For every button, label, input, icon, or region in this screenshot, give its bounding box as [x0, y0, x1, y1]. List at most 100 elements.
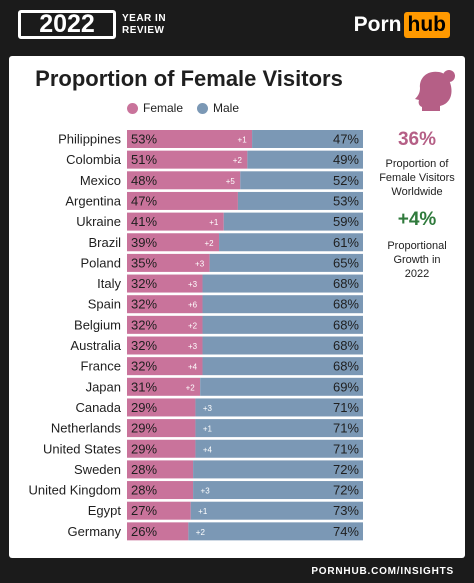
female-value-label: 35% — [131, 255, 157, 270]
male-value-label: 52% — [333, 173, 359, 188]
male-value-label: 72% — [333, 462, 359, 477]
female-bar — [127, 130, 253, 148]
female-value-label: 29% — [131, 400, 157, 415]
category-label: Italy — [97, 276, 121, 291]
male-bar — [193, 481, 363, 500]
change-label: +1 — [238, 136, 248, 145]
change-label: +6 — [188, 301, 198, 310]
male-bar — [193, 460, 363, 479]
category-label: Poland — [81, 255, 121, 270]
brand-logo-part1: Porn — [353, 13, 402, 36]
male-bar — [200, 377, 363, 396]
stat-growth: +4% — [369, 209, 465, 231]
legend-item-male: Male — [197, 101, 239, 115]
stat-growth-line2: Growth in — [393, 254, 441, 266]
change-label: +3 — [203, 404, 213, 413]
female-value-label: 32% — [131, 338, 157, 353]
female-bar — [127, 150, 248, 169]
change-label: +1 — [209, 218, 219, 227]
female-profile-icon — [415, 70, 455, 111]
male-value-label: 72% — [333, 483, 359, 498]
category-label: Germany — [68, 524, 122, 539]
female-value-label: 26% — [131, 524, 157, 539]
bar-chart: Philippines 53% 47% +1 Colombia 51% 49% +2 Mexic… — [29, 130, 363, 541]
female-bar — [127, 398, 196, 417]
legend-swatch-female — [127, 102, 138, 114]
change-label: +3 — [201, 487, 211, 496]
female-value-label: 29% — [131, 421, 157, 436]
male-value-label: 53% — [333, 193, 359, 208]
female-bar — [127, 522, 189, 541]
male-value-label: 73% — [333, 503, 359, 518]
female-value-label: 39% — [131, 235, 157, 250]
female-value-label: 48% — [131, 173, 157, 188]
change-label: +3 — [188, 342, 198, 351]
male-value-label: 47% — [333, 132, 359, 147]
footer-url: PORNHUB.COM/INSIGHTS — [311, 566, 454, 577]
brand-logo-part2: hub — [403, 12, 450, 38]
change-label: +1 — [198, 507, 208, 516]
male-value-label: 68% — [333, 317, 359, 332]
female-bar — [127, 233, 220, 252]
change-label: +5 — [226, 177, 236, 186]
male-value-label: 49% — [333, 152, 359, 167]
category-label: Belgium — [74, 317, 121, 332]
female-bar — [127, 315, 203, 334]
stat-female-value: 36% — [397, 129, 437, 150]
female-bar — [127, 171, 241, 190]
female-bar — [127, 336, 203, 355]
chart-legend: Female Male — [127, 101, 253, 115]
category-label: Sweden — [74, 462, 121, 477]
male-value-label: 71% — [333, 400, 359, 415]
category-label: United States — [43, 441, 122, 456]
chart-card: Proportion of Female Visitors Female Mal… — [9, 56, 465, 558]
category-label: Argentina — [65, 193, 121, 208]
header: 2022 YEAR IN REVIEW Porn hub — [0, 0, 474, 56]
male-value-label: 61% — [333, 235, 359, 250]
legend-label-male: Male — [213, 101, 240, 115]
male-bar — [202, 315, 363, 334]
chart-title: Proportion of Female Visitors — [35, 66, 343, 91]
legend-swatch-male — [197, 102, 209, 114]
female-bar — [127, 295, 203, 314]
female-bar — [127, 191, 238, 210]
male-value-label: 74% — [333, 524, 359, 539]
female-bar — [127, 419, 196, 438]
change-label: +2 — [196, 528, 206, 537]
female-bar — [127, 377, 201, 396]
male-value-label: 68% — [333, 338, 359, 353]
female-value-label: 27% — [131, 503, 157, 518]
change-label: +2 — [204, 239, 214, 248]
category-label: Brazil — [88, 235, 121, 250]
change-label: +2 — [188, 321, 198, 330]
male-bar — [237, 191, 363, 210]
stat-female-line1: Proportion of — [385, 158, 449, 170]
review-label: REVIEW — [122, 25, 165, 36]
change-label: +3 — [195, 259, 205, 268]
category-label: France — [81, 359, 121, 374]
female-bar — [127, 274, 203, 293]
female-value-label: 53% — [131, 132, 157, 147]
category-label: Netherlands — [51, 421, 122, 436]
category-label: United Kingdom — [29, 483, 122, 498]
male-bar — [202, 274, 363, 293]
female-bar — [127, 439, 196, 458]
category-label: Ukraine — [76, 214, 121, 229]
female-value-label: 47% — [131, 193, 157, 208]
male-bar — [209, 253, 363, 272]
male-value-label: 69% — [333, 379, 359, 394]
female-value-label: 51% — [131, 152, 157, 167]
category-label: Philippines — [58, 132, 121, 147]
female-bar — [127, 357, 203, 376]
stat-growth-description: Proportional Growth in 2022 — [369, 239, 465, 281]
brand-logo: Porn hub — [354, 11, 450, 39]
stat-growth-value: +4% — [397, 209, 437, 230]
year-in-review-label: YEAR IN REVIEW — [122, 13, 166, 37]
female-value-label: 29% — [131, 441, 157, 456]
male-bar — [219, 233, 363, 252]
male-value-label: 71% — [333, 441, 359, 456]
change-label: +1 — [203, 425, 213, 434]
legend-item-female: Female — [127, 101, 183, 115]
category-label: Australia — [70, 338, 121, 353]
male-bar — [247, 150, 363, 169]
